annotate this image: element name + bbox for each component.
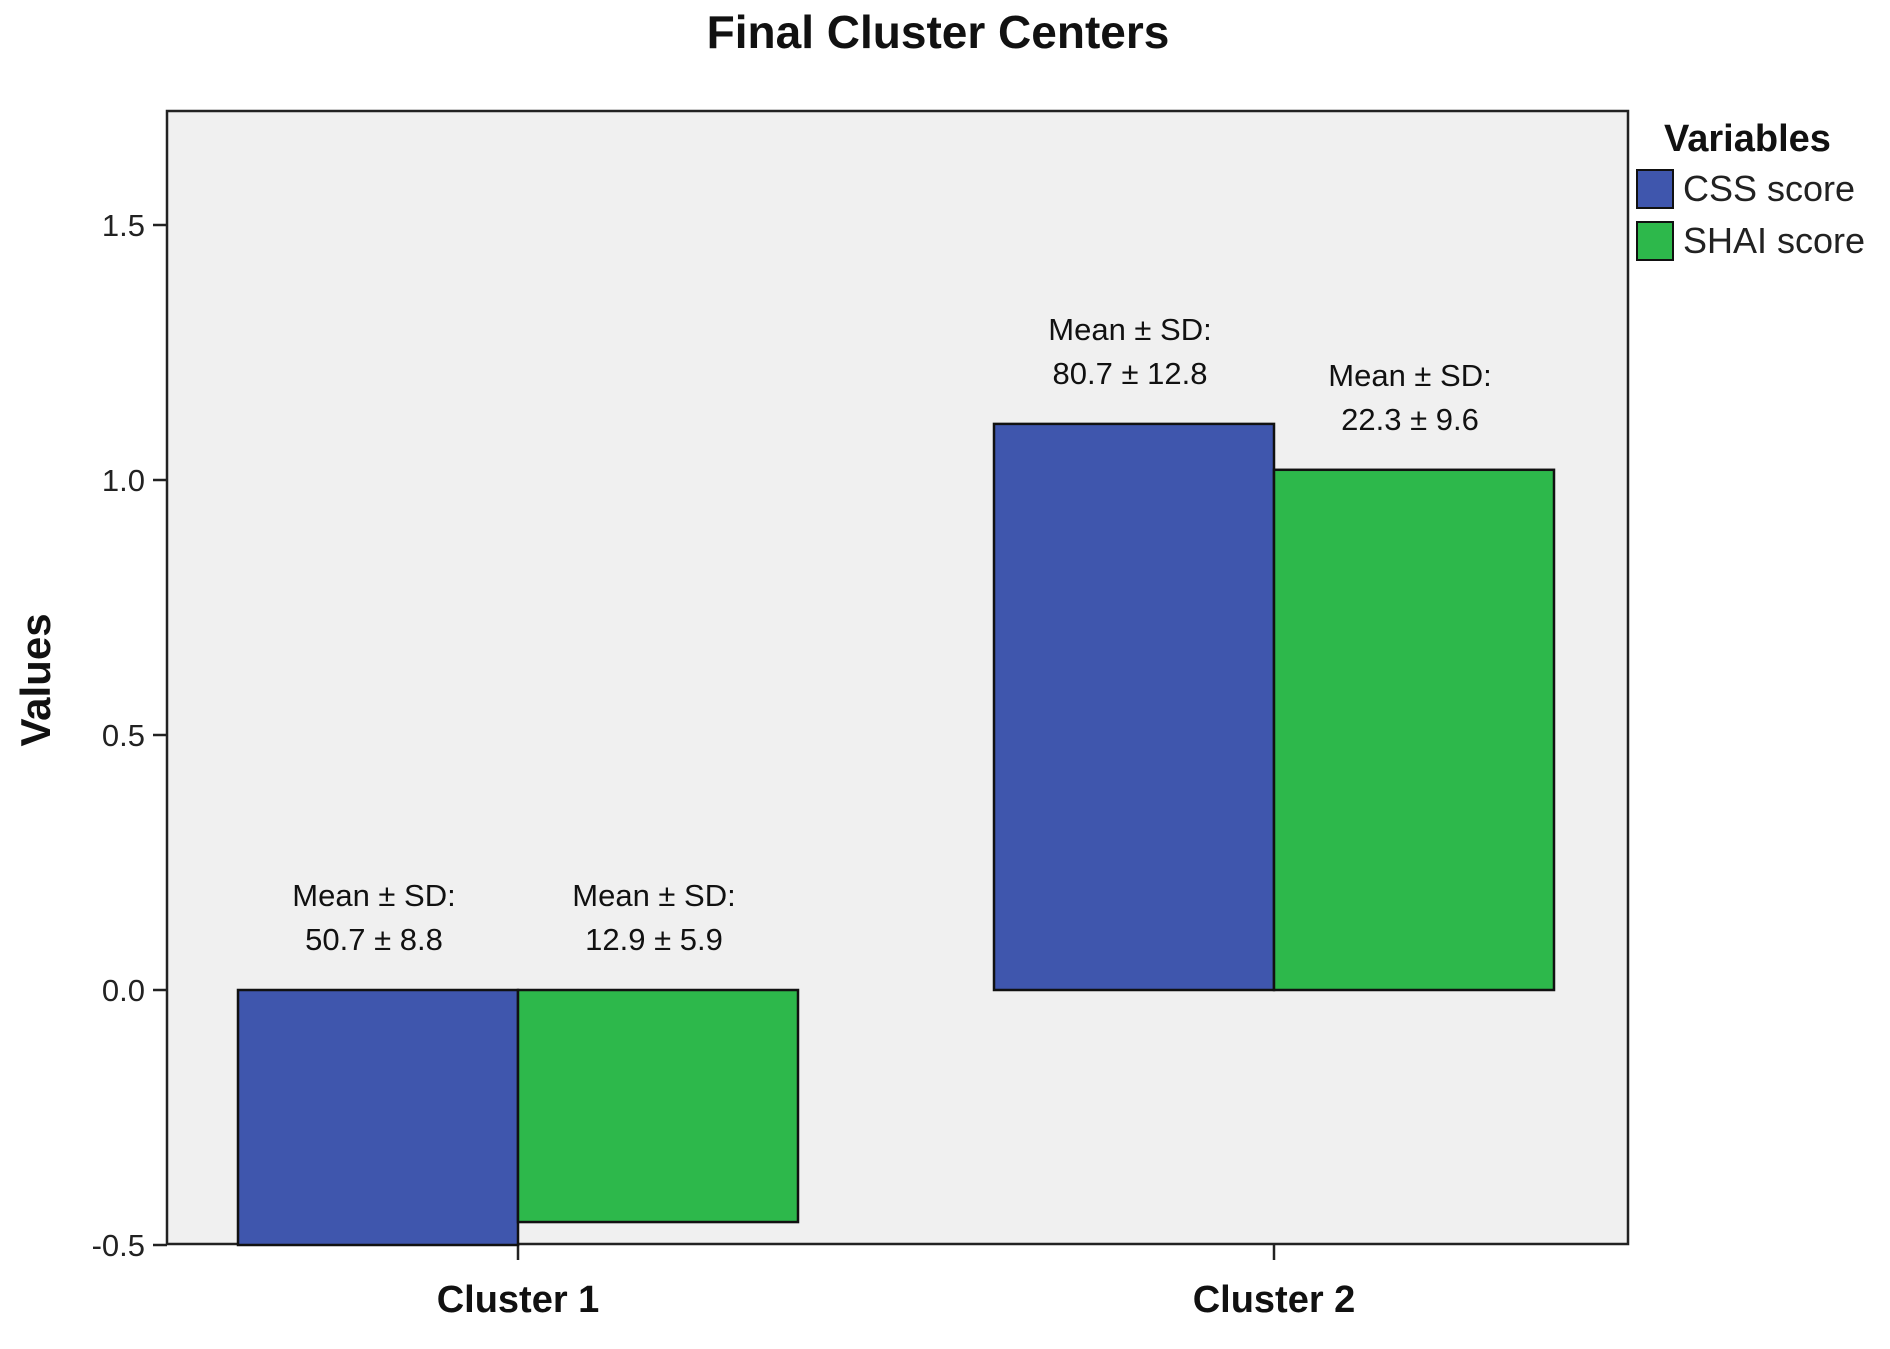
bar xyxy=(1272,468,1556,992)
y-tick-label: 1.0 xyxy=(102,463,145,498)
data-label: 22.3 ± 9.6 xyxy=(1341,402,1479,437)
data-label: Mean ± SD: xyxy=(292,878,455,913)
data-label: Mean ± SD: xyxy=(1048,312,1211,347)
y-tick-label: 0.5 xyxy=(102,718,145,753)
legend-swatch xyxy=(1636,169,1674,209)
legend-label: CSS score xyxy=(1683,168,1855,209)
bar xyxy=(236,988,520,1247)
x-tick-label: Cluster 2 xyxy=(1193,1279,1356,1321)
data-labels: Mean ± SD: 50.7 ± 8.8 Mean ± SD: 80.7 ± 12.… xyxy=(292,312,1491,957)
data-label: Mean ± SD: xyxy=(572,878,735,913)
y-tick-label: -0.5 xyxy=(92,1228,145,1263)
chart-title: Final Cluster Centers xyxy=(707,6,1170,58)
legend: Variables CSS score SHAI score xyxy=(1636,118,1865,261)
data-label: 50.7 ± 8.8 xyxy=(305,922,443,957)
x-axis: Cluster 1 Cluster 2 xyxy=(437,1244,1356,1321)
y-axis: -0.5 0.0 0.5 1.0 1.5 xyxy=(92,208,167,1263)
data-label: Mean ± SD: xyxy=(1328,358,1491,393)
y-tick-label: 0.0 xyxy=(102,973,145,1008)
legend-swatch xyxy=(1636,221,1674,261)
bar xyxy=(992,422,1276,992)
y-axis-title: Values xyxy=(12,613,59,746)
data-label: 80.7 ± 12.8 xyxy=(1053,356,1208,391)
x-tick-label: Cluster 1 xyxy=(437,1279,600,1321)
legend-label: SHAI score xyxy=(1683,220,1865,261)
bar xyxy=(516,988,800,1224)
data-label: 12.9 ± 5.9 xyxy=(585,922,723,957)
bars xyxy=(236,422,1556,1247)
legend-items: CSS score SHAI score xyxy=(1636,168,1865,261)
y-tick-label: 1.5 xyxy=(102,208,145,243)
legend-title: Variables xyxy=(1664,118,1831,160)
